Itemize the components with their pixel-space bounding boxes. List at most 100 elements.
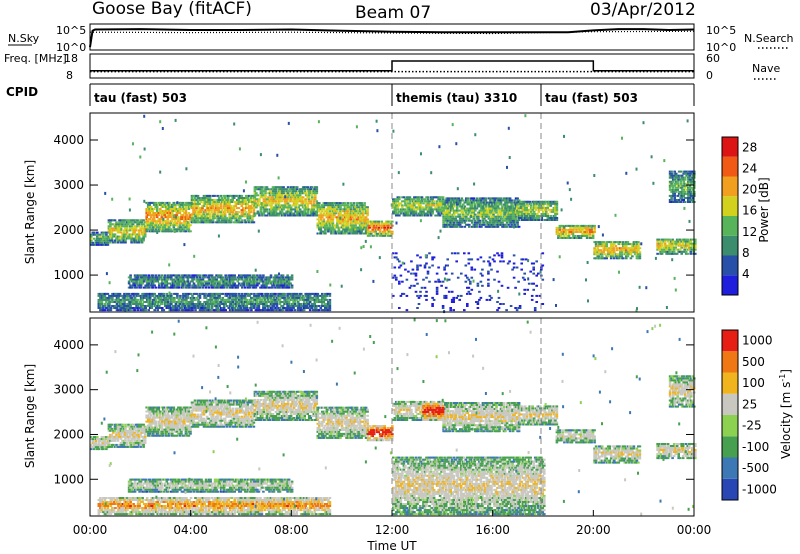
power-echo-cell (182, 309, 185, 312)
power-echo-cell (150, 294, 153, 297)
power-echo-cell (257, 303, 261, 305)
power-echo-cell (153, 301, 156, 303)
power-echo-cell (442, 201, 445, 204)
power-echo-cell (135, 286, 138, 289)
power-echo-cell (446, 209, 450, 212)
power-echo-cell (637, 257, 640, 260)
power-echo-cell (328, 206, 332, 209)
power-echo-cell (226, 221, 230, 224)
power-echo-cell (280, 214, 284, 217)
power-echo-cell (124, 219, 127, 222)
power-echo-cell (508, 205, 512, 208)
power-echo-cell (428, 202, 431, 205)
power-echo-cell (202, 203, 206, 205)
power-echo-cell (458, 217, 462, 220)
power-echo-cell (336, 202, 339, 205)
power-echo-cell (259, 301, 262, 303)
power-echo-cell (117, 298, 120, 301)
power-echo-cell (139, 284, 143, 287)
power-echo-cell (507, 219, 510, 222)
power-echo-cell (220, 199, 224, 201)
power-echo-cell (191, 286, 194, 289)
power-echo-cell (354, 228, 357, 231)
power-echo-cell (492, 221, 495, 224)
power-echo-cell (448, 217, 451, 220)
power-echo-cell (234, 221, 238, 224)
power-echo-cell (483, 223, 486, 226)
power-echo-cell (181, 228, 185, 231)
power-echo-cell (428, 208, 431, 211)
power-echo-cell (270, 212, 273, 215)
power-echo-cell (265, 282, 268, 285)
power-echo-cell (121, 225, 124, 228)
power-echo-cell (371, 222, 374, 225)
power-echo-cell (602, 247, 605, 250)
power-echo-cell (273, 210, 276, 213)
power-echo-cell (502, 203, 506, 206)
power-echo-cell (236, 286, 240, 289)
power-echo-cell (105, 239, 108, 242)
power-echo-cell (584, 231, 587, 233)
power-echo-cell (631, 255, 634, 258)
power-echo-cell (96, 239, 99, 242)
power-echo-cell (501, 217, 504, 220)
power-echo-cell (244, 307, 247, 309)
power-echo-cell (181, 218, 185, 221)
power-echo-cell (460, 221, 464, 224)
cpid-segment-1: tau (fast) 503 (94, 91, 187, 105)
power-echo-cell (303, 204, 306, 207)
power-echo-cell (214, 205, 218, 208)
power-echo-cell (190, 213, 194, 216)
power-echo-cell (557, 233, 560, 235)
power-echo-cell (546, 200, 550, 203)
power-echo-cell (141, 298, 144, 301)
power-echo-cell (597, 257, 601, 260)
power-echo-cell (249, 217, 253, 220)
power-echo-cell (292, 188, 296, 191)
power-echo-cell (358, 224, 362, 227)
power-echo-cell (207, 280, 211, 283)
power-echo-cell (133, 227, 136, 230)
power-echo-cell (141, 276, 144, 279)
power-echo-cell (262, 286, 265, 289)
power-echo-cell (289, 198, 293, 201)
power-echo-cell (548, 200, 551, 203)
power-echo-cell (187, 222, 191, 225)
power-echo-cell (249, 209, 253, 212)
power-echo-cell (144, 276, 147, 279)
power-echo-cell (279, 188, 282, 191)
power-echo-cell (443, 201, 447, 204)
power-echo-cell (122, 229, 126, 232)
power-echo-cell (342, 202, 345, 205)
power-echo-cell (223, 215, 227, 218)
power-echo-cell (523, 208, 527, 211)
power-echo-cell (165, 296, 169, 299)
power-echo-cell (366, 218, 369, 221)
power-echo-cell (457, 223, 460, 226)
power-echo-cell (351, 220, 354, 223)
power-echo-cell (228, 282, 232, 285)
power-echo-cell (193, 197, 197, 199)
power-echo-cell (253, 296, 256, 299)
power-echo-cell (454, 217, 457, 220)
power-echo-cell (233, 303, 236, 305)
power-echo-cell (237, 197, 241, 199)
power-echo-cell (224, 292, 227, 295)
power-echo-cell (668, 238, 671, 241)
power-echo-cell (455, 205, 459, 208)
power-echo-cell (368, 224, 371, 227)
power-echo-cell (407, 212, 410, 215)
power-echo-cell (184, 212, 188, 214)
power-echo-cell (225, 282, 229, 285)
power-echo-cell (149, 228, 153, 231)
power-echo-cell (309, 192, 313, 195)
power-echo-cell (423, 198, 427, 201)
power-echo-cell (102, 243, 105, 246)
power-echo-cell (327, 214, 330, 217)
power-echo-cell (292, 194, 296, 197)
power-echo-cell (168, 296, 172, 299)
power-echo-cell (554, 200, 557, 203)
power-echo-cell (174, 276, 178, 279)
power-echo-cell (657, 244, 661, 247)
power-echo-cell (660, 250, 664, 253)
